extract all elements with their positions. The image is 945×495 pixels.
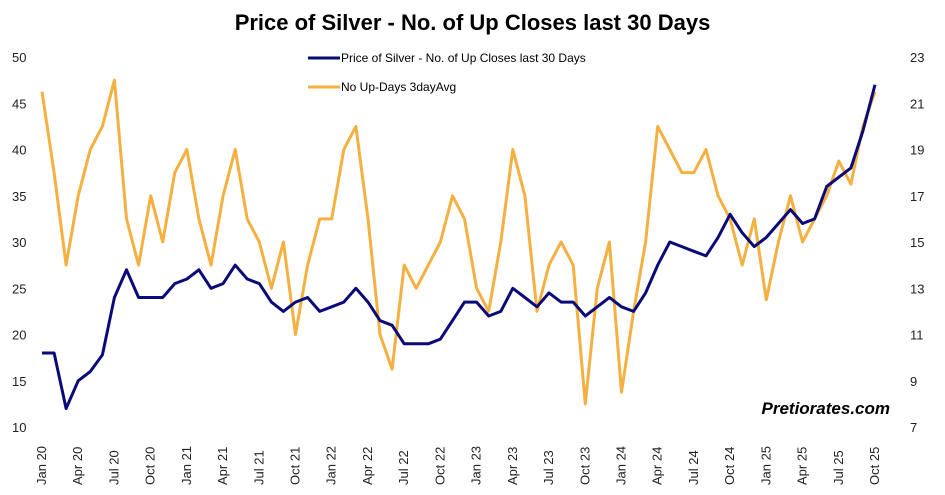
series-line-updays <box>40 78 877 406</box>
left-tick-label: 25 <box>12 281 26 296</box>
x-tick-label: Oct 25 <box>867 447 882 485</box>
x-tick-label: Apr 21 <box>215 447 230 485</box>
x-tick-label: Oct 21 <box>288 447 303 485</box>
x-tick-label: Jan 25 <box>758 446 773 485</box>
right-tick-label: 15 <box>910 235 924 250</box>
right-tick-label: 21 <box>910 96 924 111</box>
x-tick-label: Jan 23 <box>469 446 484 485</box>
x-tick-label: Jan 22 <box>324 446 339 485</box>
right-tick-label: 9 <box>910 374 917 389</box>
chart-title: Price of Silver - No. of Up Closes last … <box>234 10 711 35</box>
left-tick-label: 40 <box>12 143 26 158</box>
left-tick-label: 15 <box>12 374 26 389</box>
x-tick-label: Oct 20 <box>143 447 158 485</box>
x-tick-label: Jul 25 <box>831 450 846 485</box>
x-tick-label: Apr 22 <box>360 447 375 485</box>
right-tick-label: 13 <box>910 281 924 296</box>
left-tick-label: 45 <box>12 96 26 111</box>
x-tick-label: Jul 21 <box>251 450 266 485</box>
x-tick-label: Oct 22 <box>432 447 447 485</box>
right-tick-label: 17 <box>910 189 924 204</box>
left-tick-label: 30 <box>12 235 26 250</box>
x-tick-label: Jan 20 <box>34 446 49 485</box>
x-tick-label: Apr 24 <box>650 447 665 485</box>
x-tick-label: Apr 23 <box>505 447 520 485</box>
right-tick-label: 7 <box>910 420 917 435</box>
x-tick-label: Oct 24 <box>722 447 737 485</box>
x-tick-label: Apr 25 <box>795 447 810 485</box>
right-tick-label: 23 <box>910 50 924 65</box>
left-tick-label: 20 <box>12 328 26 343</box>
legend-label-updays: No Up-Days 3dayAvg <box>341 80 456 94</box>
left-tick-label: 10 <box>12 420 26 435</box>
legend-label-silver: Price of Silver - No. of Up Closes last … <box>341 51 586 65</box>
x-tick-label: Apr 20 <box>70 447 85 485</box>
x-tick-label: Jan 21 <box>179 446 194 485</box>
left-tick-label: 35 <box>12 189 26 204</box>
legend: Price of Silver - No. of Up Closes last … <box>308 51 586 94</box>
watermark: Pretiorates.com <box>762 399 891 418</box>
right-tick-label: 11 <box>910 328 924 343</box>
x-tick-label: Jul 20 <box>106 450 121 485</box>
right-tick-label: 19 <box>910 143 924 158</box>
left-tick-label: 50 <box>12 50 26 65</box>
series-line-silver <box>42 84 877 410</box>
x-tick-label: Jan 24 <box>613 446 628 485</box>
x-tick-label: Jul 23 <box>541 450 556 485</box>
x-tick-label: Oct 23 <box>577 447 592 485</box>
x-tick-label: Jul 22 <box>396 450 411 485</box>
x-tick-label: Jul 24 <box>686 450 701 485</box>
